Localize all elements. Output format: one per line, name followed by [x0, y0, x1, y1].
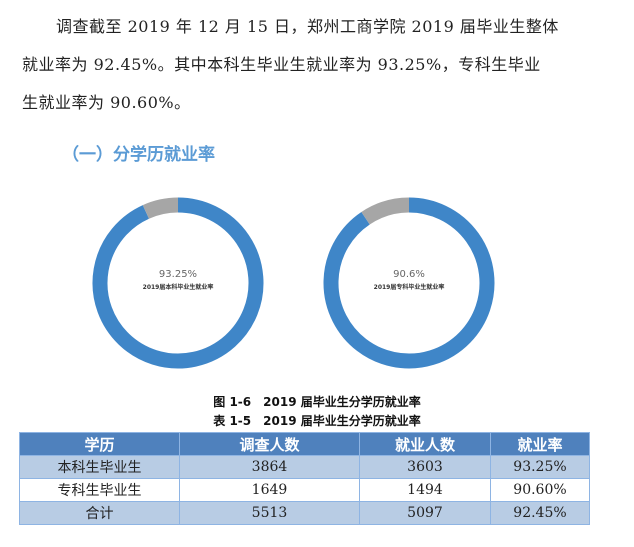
cell: 92.45% [490, 501, 590, 525]
donut-chart-junior-college: 90.6% 2019届专科毕业生就业率 [323, 197, 495, 369]
cell: 1649 [179, 478, 360, 502]
cell: 1494 [359, 478, 491, 502]
cell: 90.60% [490, 478, 590, 502]
paragraph-line-1: 调查截至 2019 年 12 月 15 日，郑州工商学院 2019 届毕业生整体 [56, 17, 559, 36]
donut-slice-1 [361, 197, 410, 225]
header-cell: 调查人数 [179, 432, 360, 456]
cell: 3603 [359, 455, 491, 479]
cell: 专科生毕业生 [19, 478, 180, 502]
header-cell: 就业率 [490, 432, 590, 456]
table-row: 专科生毕业生 1649 1494 90.60% [19, 478, 590, 502]
donut-slice-0 [323, 197, 495, 369]
employment-table: 学历 调查人数 就业人数 就业率 本科生毕业生 3864 3603 93.25% 专科… [19, 432, 590, 525]
header-cell: 学历 [19, 432, 180, 456]
cell: 3864 [179, 455, 360, 479]
donut-label: 2019届本科毕业生就业率 [142, 284, 214, 291]
cell: 本科生毕业生 [19, 455, 180, 479]
header-cell: 就业人数 [359, 432, 491, 456]
cell: 5097 [359, 501, 491, 525]
donut-value: 90.6% [393, 269, 425, 280]
table-row: 本科生毕业生 3864 3603 93.25% [19, 455, 590, 479]
cell: 5513 [179, 501, 360, 525]
table-row: 合计 5513 5097 92.45% [19, 501, 590, 525]
table-caption: 表 1-5 2019 届毕业生分学历就业率 [213, 414, 421, 428]
paragraph-line-2: 就业率为 92.45%。其中本科生毕业生就业率为 93.25%，专科生毕业 [22, 55, 541, 74]
paragraph-line-3: 生就业率为 90.60%。 [22, 93, 191, 112]
donut-slice-1 [142, 197, 179, 219]
cell: 合计 [19, 501, 180, 525]
donut-value: 93.25% [158, 269, 198, 280]
donut-slice-0 [92, 197, 264, 369]
section-heading: （一）分学历就业率 [62, 145, 215, 165]
cell: 93.25% [490, 455, 590, 479]
figure-caption: 图 1-6 2019 届毕业生分学历就业率 [213, 395, 421, 409]
table-header: 学历 调查人数 就业人数 就业率 [19, 432, 590, 456]
donut-label: 2019届专科毕业生就业率 [373, 284, 445, 291]
donut-chart-undergrad: 93.25% 2019届本科毕业生就业率 [92, 197, 264, 369]
